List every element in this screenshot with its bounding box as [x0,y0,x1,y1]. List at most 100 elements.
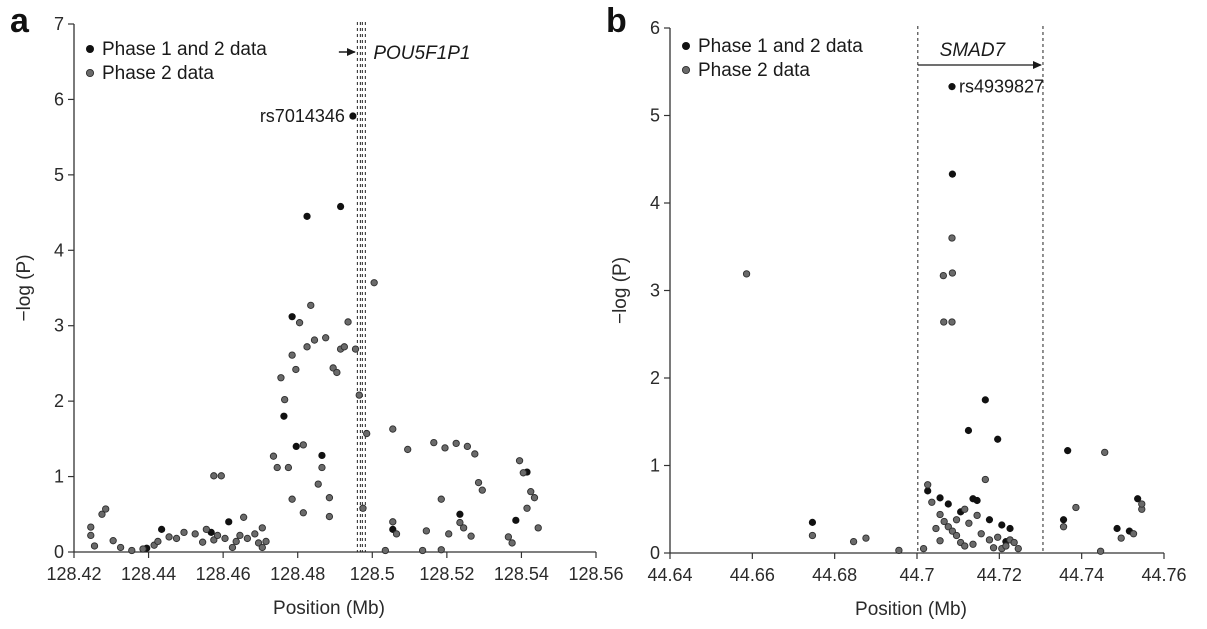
data-point [325,512,334,521]
data-point [948,170,957,178]
data-point [742,270,751,278]
series-phase-1-and-2 [143,112,531,552]
data-point [165,533,173,541]
data-point [232,537,240,546]
data-point [363,429,371,438]
data-point [307,301,315,309]
data-point [948,318,956,326]
data-point [989,544,998,552]
snp-annotation: rs4939827 [959,77,1044,97]
data-point [862,534,870,542]
data-point [116,543,125,552]
data-point [158,525,166,533]
series-phase-1-and-2 [808,83,1142,546]
data-point [269,452,278,460]
y-tick-label: 2 [54,391,64,411]
data-point [459,524,468,532]
data-point [392,530,401,538]
x-tick-label: 128.54 [494,564,549,584]
x-tick-label: 128.52 [419,564,474,584]
data-point [437,495,445,503]
y-tick-label: 3 [54,316,64,336]
x-tick-label: 44.7 [899,565,934,585]
legend-label: Phase 2 data [102,63,214,84]
data-point [456,518,464,527]
panel-label: b [606,2,627,40]
data-point [262,537,270,546]
y-tick-label: 4 [54,240,64,260]
data-point [808,518,817,526]
data-point [437,546,445,554]
data-point [981,475,989,484]
panel-label: a [10,2,30,40]
data-point [102,505,110,513]
data-point [180,528,188,537]
data-point [202,525,211,534]
data-point [430,438,438,447]
data-point [273,463,281,472]
x-tick-label: 44.66 [730,565,775,585]
data-point [940,517,948,526]
data-point [277,374,285,382]
data-point [109,537,117,545]
y-tick-label: 7 [54,14,64,34]
y-tick-label: 5 [650,106,660,126]
data-point [441,444,449,452]
data-point [1101,448,1109,457]
x-tick-label: 44.76 [1141,565,1186,585]
gene-label: POU5F1P1 [373,43,470,64]
data-point [981,396,989,404]
data-point [849,537,858,546]
data-point [994,533,1002,541]
data-point [994,435,1002,443]
y-axis-label: −log (P) [14,254,35,321]
data-point [808,531,817,540]
data-point [172,534,181,543]
y-tick-label: 0 [650,543,660,563]
data-point [87,523,95,531]
data-point [370,279,378,287]
data-point [344,318,352,326]
data-point [985,536,994,544]
y-tick-label: 4 [650,193,660,213]
data-point [977,530,985,538]
data-point [389,425,397,433]
series-phase-2 [87,279,542,555]
data-point [288,495,296,503]
data-point [964,426,973,435]
x-tick-label: 44.64 [647,565,692,585]
data-point [389,518,397,526]
data-point [527,488,535,496]
data-point [973,511,981,520]
legend-label: Phase 2 data [698,60,810,81]
data-point [478,486,486,494]
data-point [969,540,977,548]
data-point [325,494,334,502]
y-tick-label: 1 [54,467,64,487]
data-point [288,313,296,321]
data-point [932,524,940,533]
data-point [310,336,319,344]
data-point [1014,544,1022,553]
data-point [452,439,460,448]
data-point [422,527,430,535]
y-tick-label: 6 [54,89,64,109]
data-point [952,516,961,524]
data-point [318,463,326,472]
legend: Phase 1 and 2 data Phase 2 data [85,39,267,84]
data-point [281,395,289,404]
gene-label: SMAD7 [940,40,1007,61]
data-point [519,469,527,477]
data-point [404,445,412,454]
data-point [381,546,389,555]
data-point [471,450,479,458]
data-point [213,531,222,540]
chart-panel-b: b 0 1 2 3 4 5 6 44.64 44.66 44.68 44.7 44.72 44.74 44.… [606,2,1187,620]
data-point [998,521,1006,529]
data-point [961,542,969,550]
data-point [336,202,345,211]
legend-marker-phase-2 [85,68,95,78]
data-point [191,530,199,538]
data-point [314,480,322,488]
